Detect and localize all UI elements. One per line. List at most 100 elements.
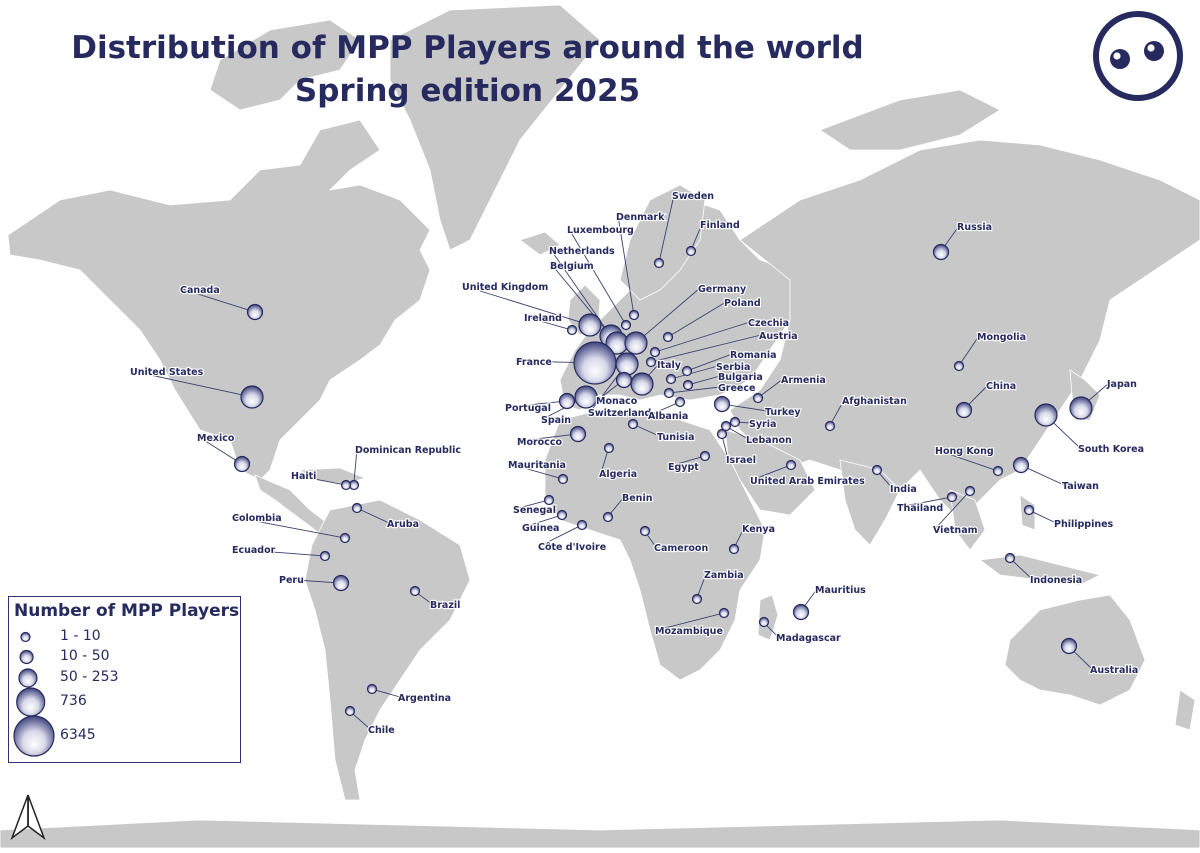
label-sweden: Sweden — [672, 191, 714, 202]
bubble-united-arab-emirates — [785, 459, 797, 471]
legend-bubble-2 — [19, 649, 34, 665]
leader-line-peru — [280, 578, 334, 583]
label-thailand: Thailand — [897, 503, 943, 514]
land-greenland — [389, 4, 601, 251]
leader-line-vietnam — [934, 493, 968, 530]
land-iceland — [519, 231, 561, 256]
label-ecuador: Ecuador — [232, 545, 276, 556]
bubble-israel — [716, 428, 728, 440]
bubble-guinea — [556, 509, 568, 521]
bubble-egypt — [699, 450, 711, 462]
bubble-colombia — [339, 532, 351, 544]
label-hong-kong: Hong Kong — [935, 446, 994, 457]
leader-line-canada — [181, 288, 248, 311]
bubble-zambia — [691, 593, 703, 605]
map-title: Distribution of MPP Players around the w… — [71, 30, 864, 66]
land-antarctica — [0, 819, 1200, 849]
bubble-serbia — [665, 373, 677, 385]
label-poland: Poland — [724, 298, 761, 309]
land-india — [839, 459, 901, 546]
label-mongolia: Mongolia — [977, 332, 1026, 343]
bubble-mongolia — [953, 360, 965, 372]
leader-line-sweden — [659, 194, 675, 259]
bubble-peru — [332, 574, 350, 592]
bubble-benin — [602, 511, 614, 523]
bubble-sweden — [653, 257, 665, 269]
label-aruba: Aruba — [387, 519, 419, 530]
legend-item-1: 1 - 10 — [9, 625, 239, 645]
leader-line-albania — [649, 403, 677, 416]
bubble-mauritania — [557, 473, 569, 485]
label-syria: Syria — [749, 419, 776, 430]
label-vietnam: Vietnam — [933, 525, 978, 536]
leader-line-portugal — [506, 401, 560, 408]
label-portugal: Portugal — [505, 403, 551, 414]
leader-line-haiti — [292, 474, 342, 485]
bubble-china — [955, 401, 973, 419]
label-mexico: Mexico — [197, 433, 235, 444]
bubble-indonesia — [1004, 552, 1016, 564]
bubble-algeria — [603, 442, 615, 454]
legend: Number of MPP Players 1 - 10 10 - 50 50 - … — [8, 596, 241, 763]
bubble-south-korea — [1034, 403, 1058, 427]
leader-line-italy — [648, 363, 660, 376]
bubble-lebanon — [720, 420, 732, 432]
label-germany: Germany — [698, 284, 747, 295]
bubble-madagascar — [758, 616, 770, 628]
legend-item-4: 736 — [9, 685, 239, 717]
legend-label-5: 6345 — [60, 727, 96, 743]
label-monaco: Monaco — [596, 396, 638, 407]
leader-line-serbia — [675, 365, 719, 379]
bubble-monaco — [615, 371, 633, 389]
label-lebanon: Lebanon — [746, 435, 792, 446]
label-argentina: Argentina — [398, 693, 451, 704]
leader-line-romania — [691, 353, 733, 370]
leader-line-turkey — [729, 404, 768, 412]
label-mozambique: Mozambique — [655, 626, 723, 637]
leader-line-mauritius — [804, 588, 818, 606]
bubble-spain — [574, 385, 598, 409]
bubble-syria — [729, 416, 741, 428]
label-denmark: Denmark — [616, 212, 665, 223]
label-chile: Chile — [368, 725, 395, 736]
label-morocco: Morocco — [517, 437, 562, 448]
bubble-finland — [685, 245, 697, 257]
label-senegal: Senegal — [513, 505, 556, 516]
label-japan: Japan — [1106, 379, 1137, 390]
leader-line-mexico — [198, 436, 236, 461]
leader-line-kenya — [735, 527, 745, 545]
leader-line-mozambique — [656, 613, 720, 631]
label-united-kingdom: United Kingdom — [462, 282, 548, 293]
land-southeast-asia — [949, 489, 986, 551]
bubble-senegal — [543, 494, 555, 506]
leader-line-hong-kong — [936, 449, 994, 471]
bubble-kenya — [728, 543, 740, 555]
leader-line-india — [879, 473, 893, 489]
label-turkey: Turkey — [765, 407, 801, 418]
label-layer: Canada United States Mexico Dominican Repub… — [129, 190, 1145, 737]
label-algeria: Algeria — [599, 469, 637, 480]
label-greece: Greece — [718, 383, 755, 394]
leader-line-madagascar — [766, 625, 779, 638]
leader-line-israel — [722, 438, 729, 460]
label-ireland: Ireland — [524, 313, 562, 324]
leader-line-china — [968, 384, 989, 405]
land-north-america — [7, 119, 431, 481]
bubble-layer — [233, 243, 1093, 717]
label-colombia: Colombia — [232, 513, 282, 524]
bubble-japan — [1069, 396, 1093, 420]
bubble-armenia — [752, 392, 764, 404]
bubble-romania — [681, 365, 693, 377]
bubble-ecuador — [319, 550, 331, 562]
legend-item-3: 50 - 253 — [9, 665, 239, 688]
leader-line-armenia — [761, 378, 784, 396]
label-serbia: Serbia — [716, 362, 750, 373]
legend-label-3: 50 - 253 — [60, 669, 119, 685]
label-italy: Italy — [657, 360, 682, 371]
leader-line-senegal — [514, 500, 545, 510]
land-russia-arctic — [819, 89, 1001, 151]
land-asia — [729, 139, 1200, 521]
label-finland: Finland — [700, 220, 740, 231]
leader-line-denmark — [617, 215, 634, 311]
